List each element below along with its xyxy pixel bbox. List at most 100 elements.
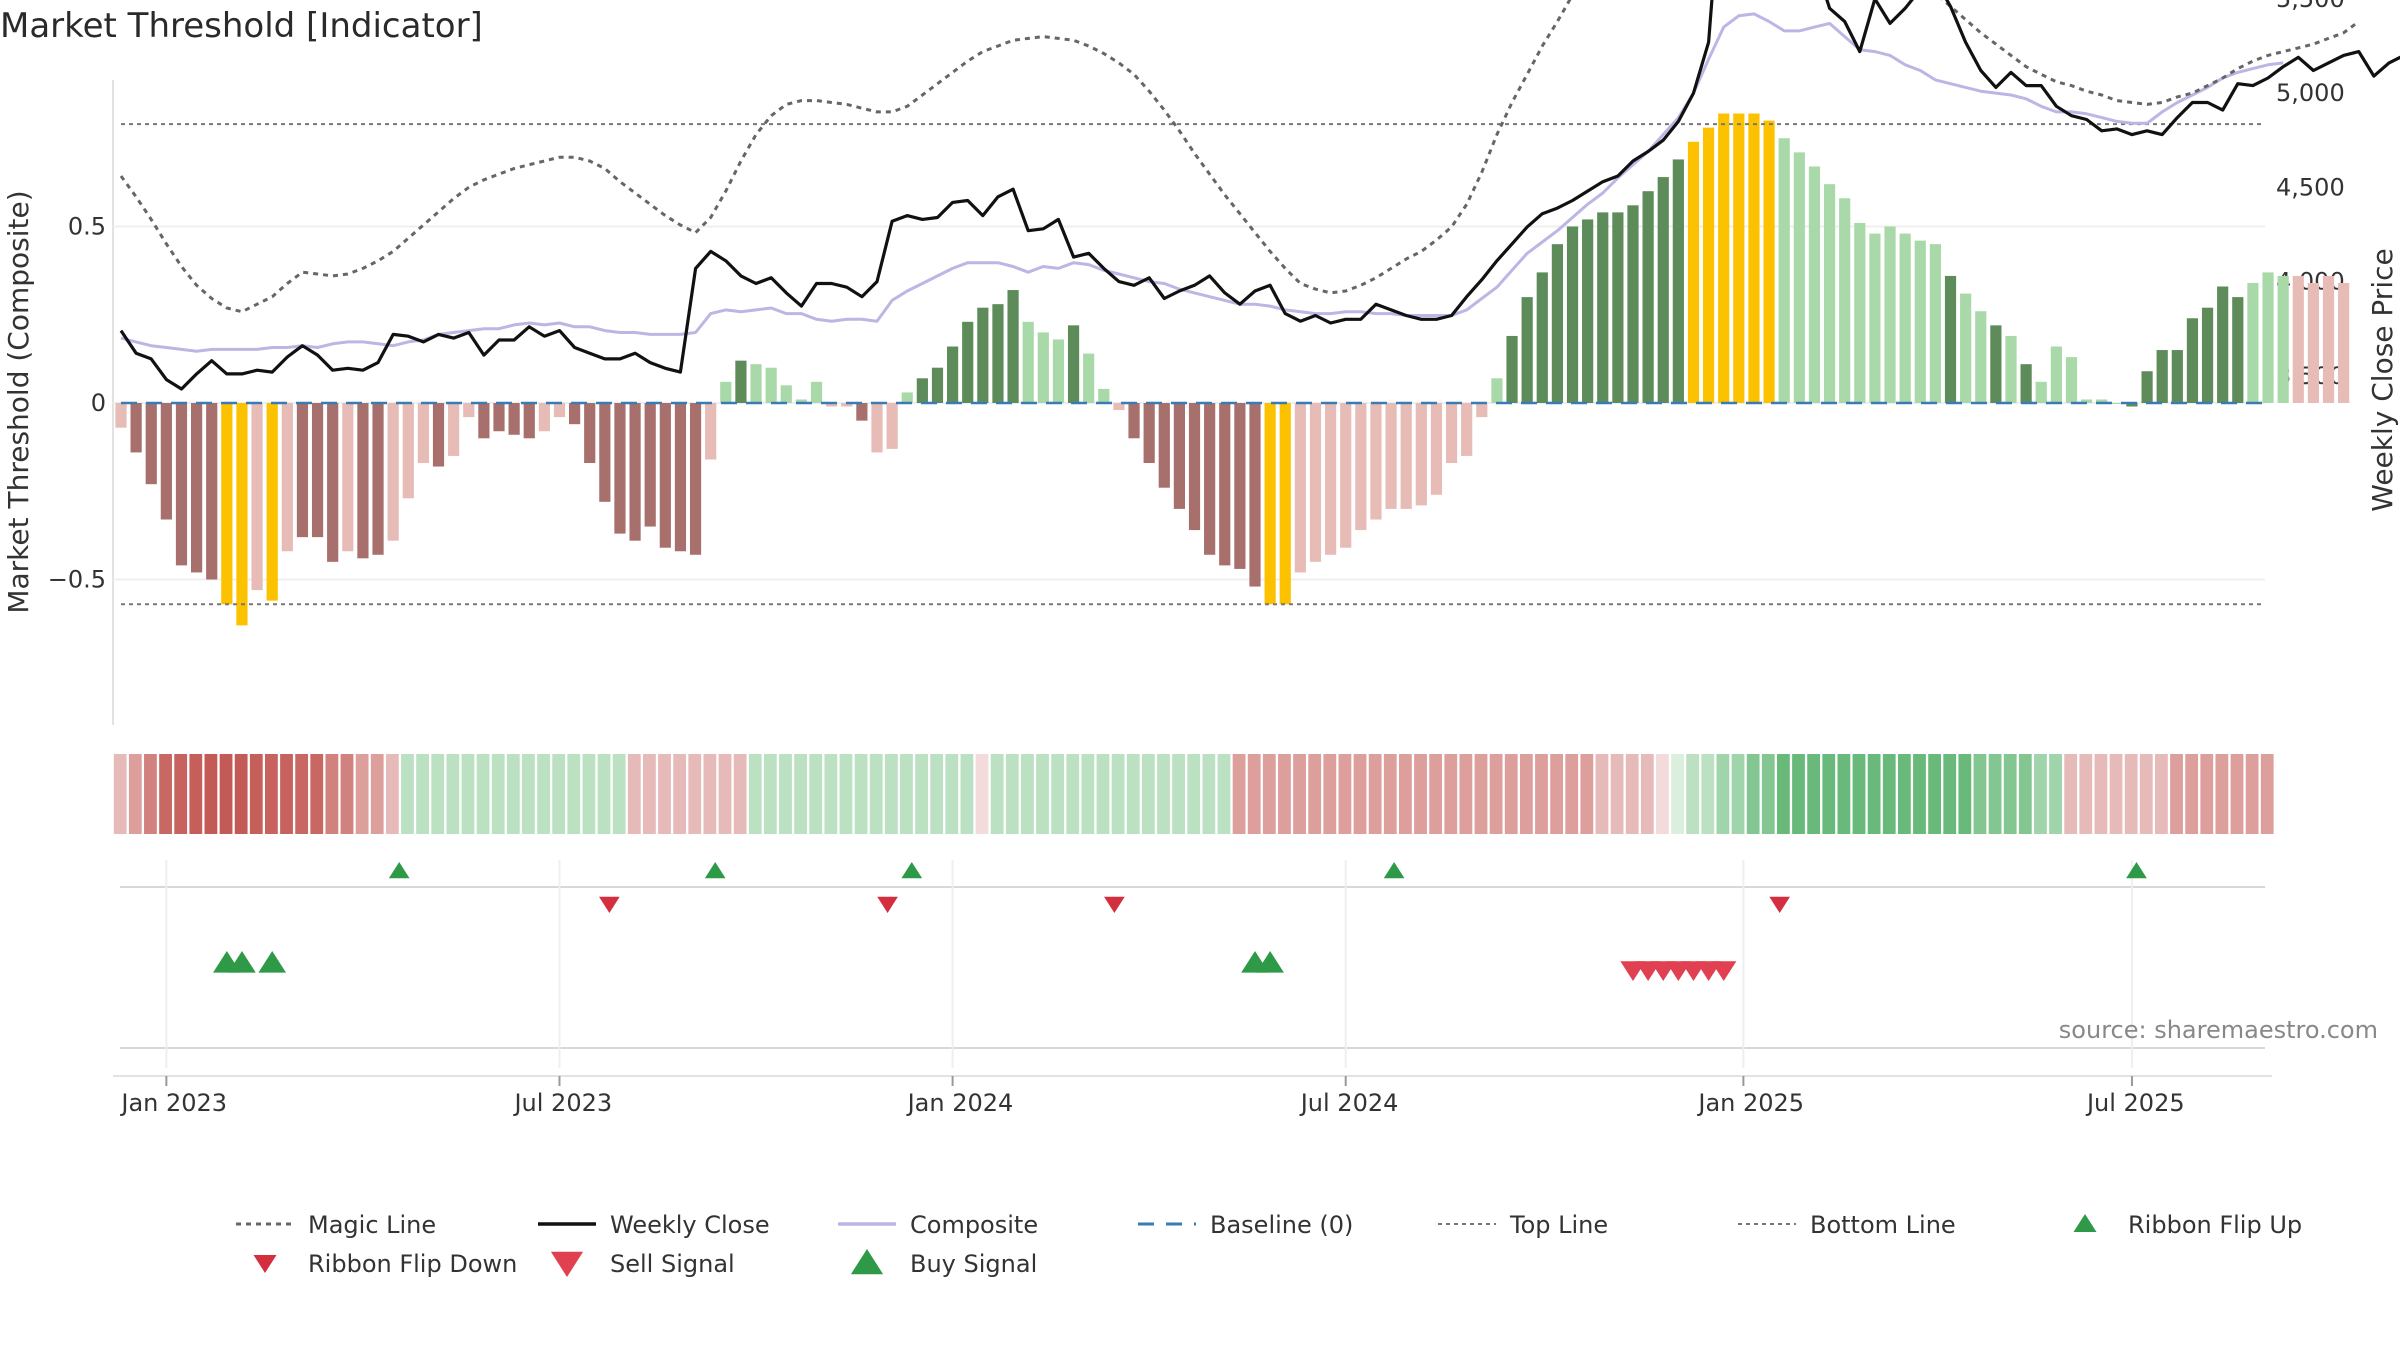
composite-bar (1657, 177, 1669, 403)
composite-bar (2307, 282, 2319, 403)
ribbon-cell (1308, 754, 1322, 834)
ribbon-cell (763, 754, 777, 834)
composite-bar (2126, 403, 2138, 407)
composite-bar (569, 403, 581, 425)
ribbon-cell (627, 754, 641, 834)
composite-bar (281, 403, 293, 552)
composite-bar (2141, 371, 2153, 403)
ribbon-cell (1021, 754, 1034, 834)
ribbon-cell (295, 754, 309, 834)
ribbon-cell (1777, 754, 1790, 834)
composite-bar (2171, 350, 2183, 403)
ribbon-cell (1429, 754, 1443, 834)
composite-bar (735, 360, 747, 403)
ribbon-cell (2170, 754, 2183, 834)
y-right-tick-label: 5,000 (2276, 79, 2345, 107)
composite-bar (2005, 335, 2017, 403)
composite-bar (795, 399, 807, 403)
ribbon-cell (1565, 754, 1579, 834)
signal-panels (120, 860, 2265, 1068)
legend-swatch (253, 1255, 277, 1273)
composite-bar (916, 378, 928, 403)
ribbon-cell (128, 754, 142, 834)
composite-bar (311, 403, 324, 538)
legend-item: Bottom Line (1738, 1211, 1956, 1239)
composite-bar (614, 403, 626, 534)
ribbon-cell (809, 754, 823, 834)
composite-bar (1083, 353, 1095, 403)
composite-bar (1037, 332, 1049, 403)
composite-bar (2156, 350, 2168, 403)
ribbon-cell (1157, 754, 1170, 834)
composite-bar (1733, 113, 1745, 403)
ribbon-cell (1897, 754, 1911, 834)
ribbon-cell (461, 754, 475, 834)
legend-item: Magic Line (236, 1211, 436, 1239)
composite-bar (1566, 226, 1579, 403)
ribbon-cell (159, 754, 172, 834)
composite-bar (448, 403, 460, 456)
ribbon-cell (1202, 754, 1216, 834)
composite-bar (947, 346, 959, 403)
composite-bar (1067, 325, 1080, 403)
composite-bar (720, 381, 732, 403)
composite-bar (402, 403, 414, 499)
legend-label: Composite (910, 1211, 1038, 1239)
ribbon-cell (945, 754, 959, 834)
composite-bar (1884, 226, 1896, 403)
y-right-tick-label: 5,500 (2276, 0, 2345, 13)
composite-bar (1551, 244, 1563, 403)
ribbon-cell (2094, 754, 2108, 834)
composite-bar (1703, 127, 1715, 403)
ribbon-cell (1111, 754, 1125, 834)
ribbon-cell (1036, 754, 1049, 834)
composite-bar (1899, 233, 1911, 403)
ribbon-cell (1595, 754, 1609, 834)
composite-bar (523, 403, 535, 439)
composite-bar (599, 403, 611, 502)
composite-bars (115, 113, 2350, 626)
composite-bar (1370, 403, 1382, 520)
ribbon-cell (144, 754, 157, 834)
composite-line (120, 12, 2284, 353)
composite-bar (2262, 272, 2274, 403)
ribbon-cell (1807, 754, 1821, 834)
composite-bar (2186, 318, 2199, 403)
composite-bar (1778, 138, 1790, 403)
legend-label: Ribbon Flip Down (308, 1250, 517, 1278)
ribbon-cell (522, 754, 535, 834)
legend-item: Ribbon Flip Down (253, 1250, 517, 1278)
ribbon-cell (2124, 754, 2138, 834)
ribbon-cell (1414, 754, 1427, 834)
ribbon-cell (416, 754, 429, 834)
legend-swatch (550, 1251, 584, 1277)
composite-bar (1476, 403, 1488, 418)
legend-swatch (2073, 1214, 2097, 1232)
composite-bar (1445, 403, 1458, 464)
composite-bar (992, 304, 1004, 403)
ribbon-cell (1867, 754, 1881, 834)
ribbon-cell (385, 754, 399, 834)
composite-bar (584, 403, 596, 464)
ribbon-cell (748, 754, 762, 834)
ribbon-cell (869, 754, 883, 834)
y-axis-label-left: Market Threshold (Composite) (2, 190, 35, 613)
ribbon-cell (446, 754, 460, 834)
ribbon-cell (1913, 754, 1926, 834)
y-left-tick-label: 0 (91, 389, 106, 417)
composite-bar (1294, 403, 1306, 573)
ribbon-strip (113, 754, 2274, 834)
ribbon-cell (1928, 754, 1941, 834)
y-left-tick-label: −0.5 (48, 566, 106, 594)
composite-bar (2322, 275, 2335, 403)
ribbon-cell (1141, 754, 1155, 834)
composite-bar (810, 381, 823, 403)
composite-bar (1204, 403, 1216, 555)
legend-item: Top Line (1438, 1211, 1608, 1239)
legend-item: Sell Signal (550, 1250, 735, 1278)
composite-bar (1763, 120, 1775, 403)
ribbon-cell (401, 754, 414, 834)
composite-bar (1264, 403, 1276, 605)
composite-bar (478, 403, 490, 439)
x-tick-label: Jul 2023 (512, 1089, 612, 1117)
